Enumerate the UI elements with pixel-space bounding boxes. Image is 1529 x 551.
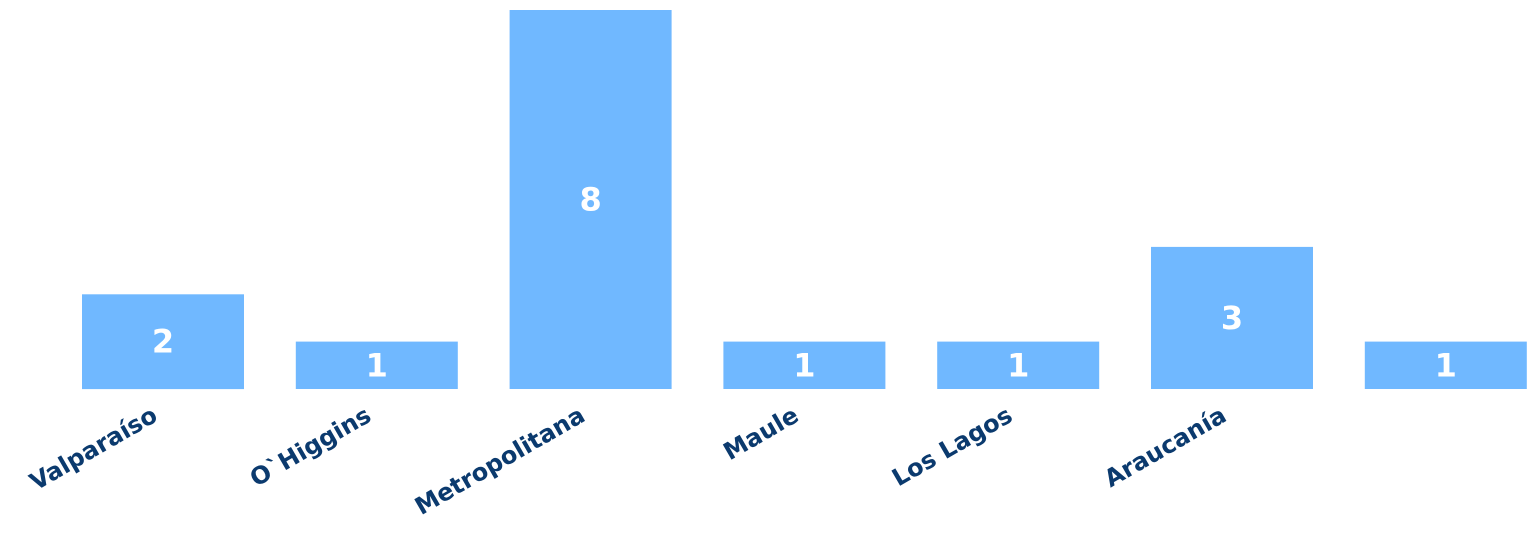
bar: [509, 10, 672, 389]
category-label: O`Higgins: [245, 401, 376, 493]
category-label: Maule: [719, 401, 804, 466]
bar: [1151, 246, 1313, 389]
bar: [937, 341, 1100, 389]
value-labels-group: 2 1 8 1 1 3 1: [152, 181, 1457, 385]
category-label: Araucanía: [1100, 401, 1231, 493]
bar-value-label: 2: [152, 323, 174, 361]
category-labels-group: Valparaíso O`Higgins Metropolitana Maule Los…: [25, 401, 1231, 521]
bar: [723, 341, 886, 389]
bar: [1364, 341, 1527, 389]
bar-value-label: 1: [366, 346, 388, 384]
bar-value-label: 1: [1435, 346, 1457, 384]
bar-value-label: 8: [579, 181, 601, 219]
category-label: Los Lagos: [887, 401, 1017, 492]
bars-group: [82, 10, 1527, 390]
bar-value-label: 3: [1221, 299, 1243, 337]
bar-value-label: 1: [793, 346, 815, 384]
bar: [295, 341, 458, 389]
category-label: Metropolitana: [410, 401, 589, 521]
category-label: Valparaíso: [25, 401, 162, 496]
bar: [82, 294, 244, 390]
bar-value-label: 1: [1007, 346, 1029, 384]
